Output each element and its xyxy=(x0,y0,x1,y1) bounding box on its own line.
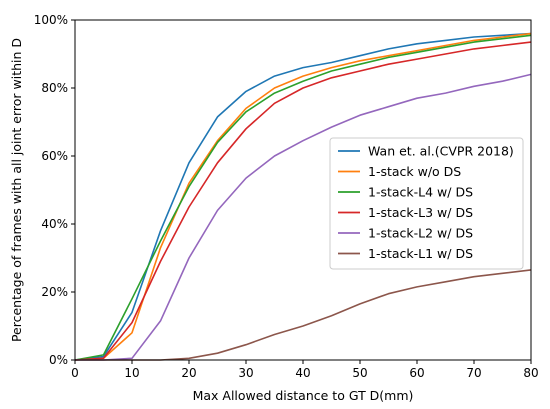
x-tick-label: 30 xyxy=(238,366,253,380)
legend-box xyxy=(329,137,524,270)
series-line-3 xyxy=(74,34,532,361)
x-tick-label: 20 xyxy=(181,366,196,380)
series-line-4 xyxy=(74,41,532,361)
x-tick-label: 10 xyxy=(124,366,139,380)
x-tick-label: 60 xyxy=(409,366,424,380)
legend-entry: Wan et. al.(CVPR 2018) xyxy=(368,144,514,159)
series-line-1 xyxy=(74,32,532,361)
legend-entry: 1-stack-L1 w/ DS xyxy=(368,246,473,261)
legend-entry: 1-stack-L3 w/ DS xyxy=(368,205,473,220)
y-tick-label: 100% xyxy=(34,13,68,27)
y-tick-label: 40% xyxy=(41,217,68,231)
x-tick-label: 80 xyxy=(523,366,538,380)
y-tick-label: 20% xyxy=(41,285,68,299)
legend: Wan et. al.(CVPR 2018) 1-stack w/o DS 1-st… xyxy=(329,137,524,270)
x-axis: 0 10 20 30 40 50 60 70 80 xyxy=(71,360,539,380)
x-tick-label: 40 xyxy=(295,366,310,380)
x-axis-label: Max Allowed distance to GT D(mm) xyxy=(193,388,414,403)
legend-entry: 1-stack-L4 w/ DS xyxy=(368,185,473,200)
y-axis-label: Percentage of frames with all joint erro… xyxy=(9,38,24,342)
series-layer xyxy=(74,32,532,361)
legend-entry: 1-stack-L2 w/ DS xyxy=(368,226,473,241)
series-line-5 xyxy=(75,73,532,361)
x-tick-label: 0 xyxy=(71,366,79,380)
x-tick-label: 70 xyxy=(466,366,481,380)
y-axis: 0% 20% 40% 60% 80% 100% xyxy=(34,13,75,367)
y-tick-label: 60% xyxy=(41,149,68,163)
y-tick-label: 0% xyxy=(49,353,68,367)
legend-entry: 1-stack w/o DS xyxy=(368,164,461,179)
y-tick-label: 80% xyxy=(41,81,68,95)
series-line-2 xyxy=(74,32,532,361)
x-tick-label: 50 xyxy=(352,366,367,380)
